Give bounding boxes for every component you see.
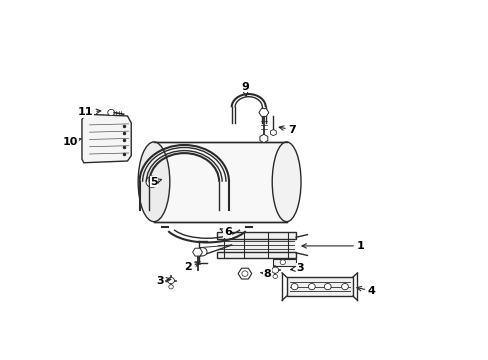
Circle shape xyxy=(107,109,114,116)
Text: 3: 3 xyxy=(156,275,170,285)
Text: 6: 6 xyxy=(220,227,231,237)
Bar xyxy=(154,142,286,222)
Circle shape xyxy=(324,283,330,290)
Polygon shape xyxy=(286,277,352,296)
Text: 9: 9 xyxy=(241,81,248,96)
Text: 8: 8 xyxy=(260,269,271,279)
Polygon shape xyxy=(216,239,296,252)
Polygon shape xyxy=(216,252,296,258)
Polygon shape xyxy=(216,232,296,239)
Circle shape xyxy=(168,285,173,289)
Circle shape xyxy=(290,283,297,290)
Circle shape xyxy=(149,179,155,185)
Circle shape xyxy=(341,283,347,290)
Ellipse shape xyxy=(272,142,301,222)
Circle shape xyxy=(280,260,285,265)
Ellipse shape xyxy=(138,142,169,222)
Text: 5: 5 xyxy=(150,177,161,187)
Circle shape xyxy=(242,271,247,276)
Text: 4: 4 xyxy=(356,286,375,296)
Circle shape xyxy=(198,248,206,256)
Polygon shape xyxy=(273,259,296,266)
Polygon shape xyxy=(82,114,131,163)
Circle shape xyxy=(146,176,158,187)
Text: 3: 3 xyxy=(290,264,303,274)
Text: 1: 1 xyxy=(302,241,364,251)
Circle shape xyxy=(272,274,277,279)
Circle shape xyxy=(271,267,278,273)
Circle shape xyxy=(308,283,315,290)
Text: 11: 11 xyxy=(78,108,101,117)
Circle shape xyxy=(167,278,174,284)
Text: 2: 2 xyxy=(184,262,199,272)
Text: 10: 10 xyxy=(63,137,81,147)
Text: 7: 7 xyxy=(279,125,296,135)
